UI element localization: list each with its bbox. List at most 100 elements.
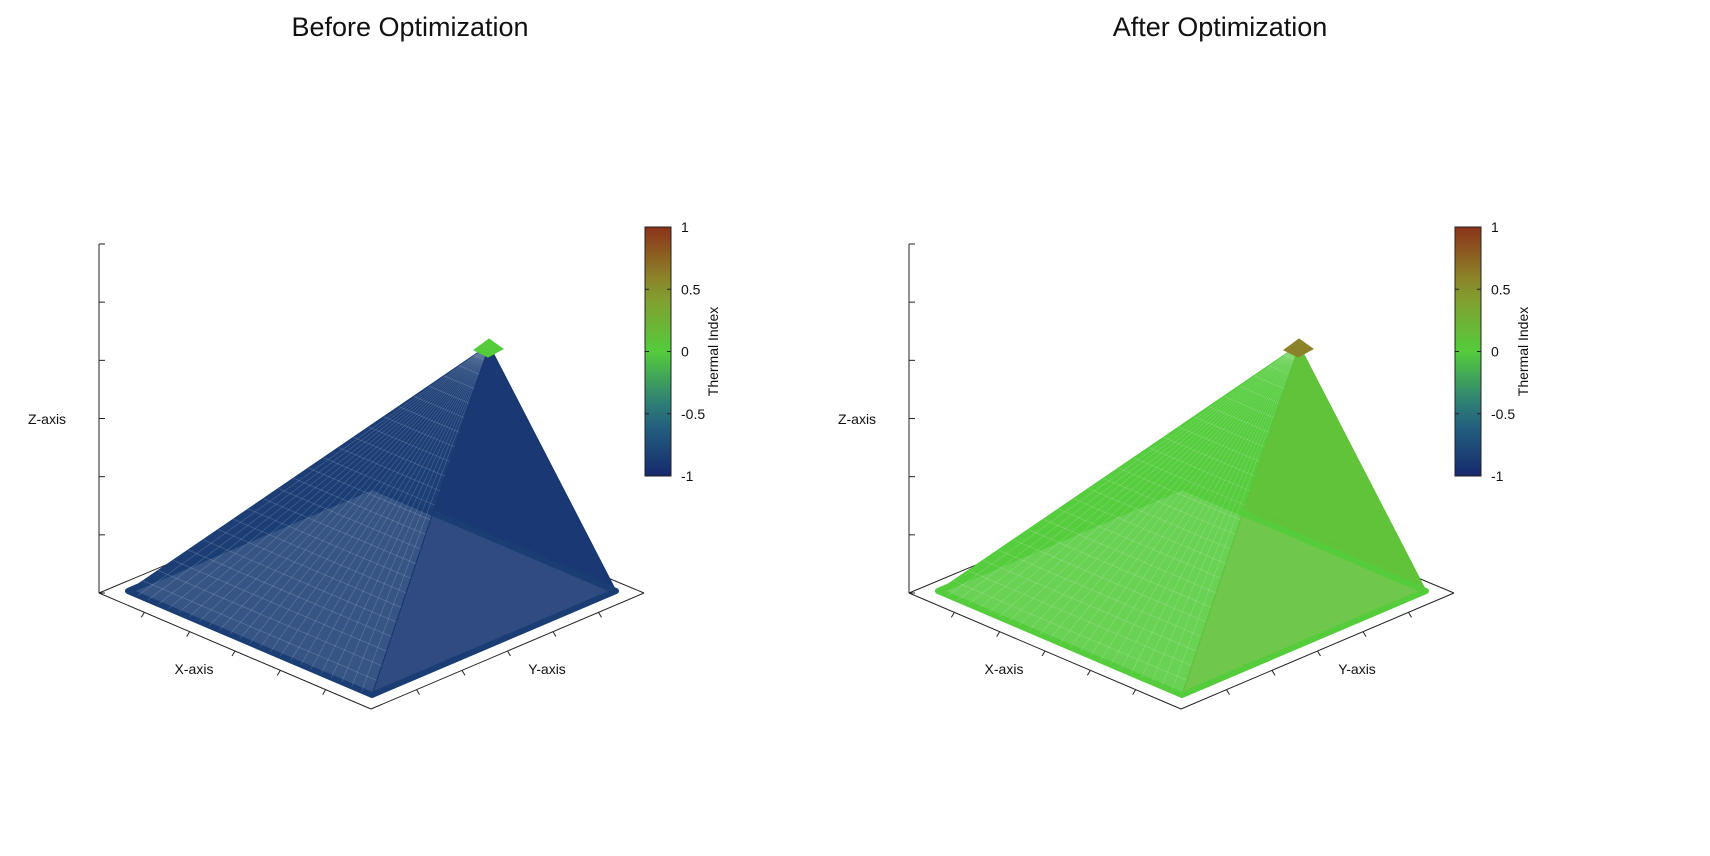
- mesh-line: [1080, 344, 1300, 652]
- mesh-line: [188, 549, 392, 637]
- colorbar: [644, 226, 672, 477]
- mesh-line: [1118, 467, 1241, 521]
- chart-title-before: Before Optimization: [291, 12, 529, 42]
- mesh-line: [978, 344, 1300, 609]
- x-axis-tick: [276, 670, 281, 676]
- colorbar-tick-label: 0: [681, 344, 689, 360]
- y-axis-tick: [1317, 650, 1321, 657]
- y-axis-tick: [552, 631, 557, 637]
- mesh-line: [952, 580, 1188, 681]
- mesh-line: [988, 344, 1300, 613]
- mesh-line: [229, 344, 490, 635]
- x-axis-tick: [1041, 650, 1046, 657]
- mesh-line: [351, 344, 490, 687]
- x-axis-tick: [1132, 689, 1137, 695]
- mesh-line: [1130, 344, 1300, 674]
- mesh-line: [1059, 344, 1300, 644]
- mesh-line: [947, 344, 1300, 596]
- mesh-line: [1268, 365, 1290, 375]
- surface-mesh: [137, 344, 490, 691]
- mesh-line: [233, 518, 407, 594]
- mesh-line: [1193, 416, 1266, 448]
- pyramid-apex: [1283, 338, 1314, 358]
- x-axis-label: X-axis: [985, 661, 1024, 677]
- mesh-line: [1161, 344, 1300, 687]
- mesh-line: [249, 344, 490, 644]
- mesh-line: [998, 549, 1202, 637]
- mesh-line: [1039, 344, 1300, 635]
- mesh-line: [219, 344, 490, 631]
- mesh-line: [1069, 344, 1300, 648]
- mesh-line: [248, 508, 412, 579]
- chart-panel-before: Before Optimization X-axis Y-axis Z-axis 1 0…: [28, 12, 721, 710]
- mesh-line: [1008, 344, 1300, 622]
- mesh-line: [137, 344, 490, 596]
- mesh-line: [1120, 344, 1300, 670]
- mesh-line: [1029, 344, 1300, 631]
- colorbar-tick-label: -1: [1491, 468, 1504, 484]
- z-axis-label: Z-axis: [838, 411, 876, 427]
- mesh-line: [1148, 447, 1251, 492]
- x-axis-tick: [950, 612, 955, 618]
- mesh-line: [1103, 477, 1236, 535]
- mesh-line: [413, 395, 465, 419]
- x-axis-tick: [322, 689, 327, 695]
- mesh-line: [1110, 344, 1300, 665]
- mesh-line: [320, 344, 490, 674]
- mesh-line: [1133, 457, 1246, 506]
- mesh-line: [1043, 518, 1217, 594]
- colorbar-tick-label: 0: [1491, 344, 1499, 360]
- mesh-line: [383, 416, 456, 448]
- mesh-line: [203, 539, 397, 623]
- surface-plot-after: X-axis Y-axis Z-axis 1 0.5 0 -0.5 -1 Thermal Ind…: [838, 219, 1531, 710]
- x-axis-tick: [140, 612, 145, 618]
- mesh-line: [361, 344, 490, 691]
- mesh-line: [263, 498, 417, 565]
- pyramid-base-edge: [935, 484, 1429, 698]
- mesh-line: [1151, 344, 1300, 683]
- mesh-line: [1088, 488, 1231, 550]
- mesh-line: [1013, 539, 1207, 623]
- y-axis-tick: [461, 670, 466, 676]
- mesh-line: [148, 344, 490, 600]
- y-axis-tick: [1226, 689, 1230, 695]
- y-axis-tick: [598, 612, 602, 618]
- y-axis-tick: [507, 650, 511, 657]
- mesh-line: [353, 436, 446, 477]
- mesh-line: [178, 344, 490, 613]
- mesh-line: [1208, 406, 1270, 433]
- x-axis-tick: [231, 650, 236, 657]
- mesh-line: [323, 457, 436, 506]
- mesh-line: [1058, 508, 1222, 579]
- colorbar-tick-label: 1: [1491, 219, 1499, 235]
- y-axis-label: Y-axis: [528, 661, 566, 677]
- colorbar-tick-label: 1: [681, 219, 689, 235]
- mesh-line: [1238, 385, 1280, 404]
- mesh-line: [1178, 426, 1261, 462]
- surface-mesh: [947, 344, 1300, 691]
- mesh-line: [188, 344, 490, 618]
- mesh-line: [158, 344, 490, 605]
- y-axis-label: Y-axis: [1338, 661, 1376, 677]
- mesh-line: [1028, 529, 1212, 608]
- mesh-line: [142, 580, 378, 681]
- pyramid-apex: [473, 338, 504, 358]
- mesh-line: [172, 559, 387, 652]
- mesh-line: [341, 344, 490, 683]
- mesh-line: [278, 488, 421, 550]
- mesh-line: [300, 344, 490, 665]
- surface-plot-before: X-axis Y-axis Z-axis 1 0.5 0 -0.5 -1 Thermal Ind…: [28, 219, 721, 710]
- mesh-line: [239, 344, 490, 639]
- mesh-line: [310, 344, 490, 670]
- colorbar-tick-label: -1: [681, 468, 694, 484]
- mesh-line: [293, 477, 426, 535]
- mesh-line: [1163, 436, 1256, 477]
- mesh-line: [1019, 344, 1300, 626]
- mesh-line: [198, 344, 490, 622]
- mesh-line: [428, 385, 470, 404]
- mesh-line: [368, 426, 451, 462]
- mesh-line: [280, 344, 490, 657]
- y-axis-tick: [1362, 631, 1367, 637]
- mesh-line: [443, 375, 475, 390]
- mesh-line: [1049, 344, 1300, 639]
